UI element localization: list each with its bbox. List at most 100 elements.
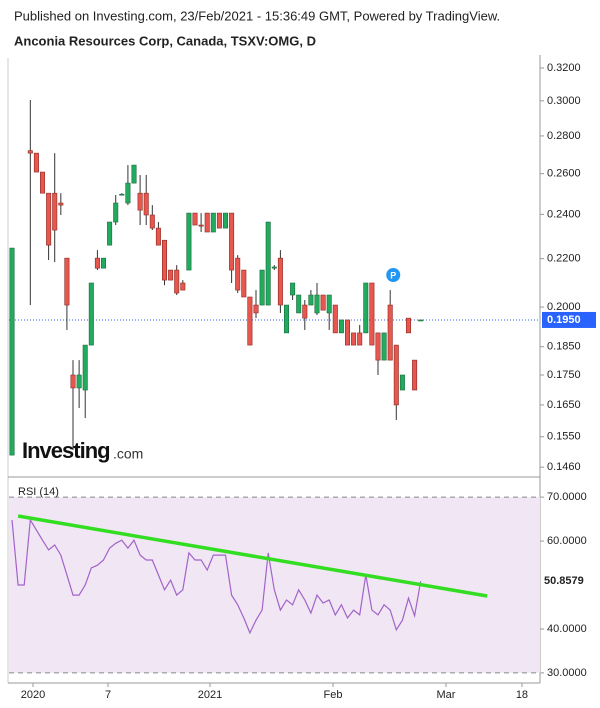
candle-body	[332, 304, 338, 334]
candle-body	[320, 294, 326, 311]
candle-body	[180, 282, 186, 291]
candle-body	[338, 319, 344, 334]
last-rsi-box	[542, 573, 598, 590]
logo-suffix: .com	[113, 446, 143, 462]
candle-body	[241, 269, 247, 298]
candle-body	[405, 317, 411, 334]
candle-body	[168, 269, 174, 281]
candle-body	[101, 257, 107, 269]
candle-body	[149, 214, 155, 229]
candle-body	[94, 257, 100, 269]
rsi-band	[9, 497, 540, 673]
candle-body	[375, 332, 381, 361]
candle-body	[198, 224, 204, 227]
candle-body	[27, 150, 33, 154]
event-marker-label: P	[390, 270, 396, 280]
candle-body	[271, 266, 277, 269]
candle-body	[52, 192, 58, 231]
candle-body	[302, 304, 308, 319]
y-tick-label: 0.1850	[547, 341, 581, 353]
candle-body	[351, 332, 357, 346]
candle-body	[113, 202, 119, 223]
candle-body	[418, 319, 424, 322]
candle-body	[363, 282, 369, 334]
candle-body	[296, 294, 302, 314]
candle-body	[259, 269, 265, 306]
y-tick-label: 0.2400	[547, 208, 581, 220]
y-tick-label: 0.3000	[547, 95, 581, 107]
candle-body	[393, 344, 399, 406]
candle-body	[186, 212, 192, 271]
candle-body	[174, 269, 180, 294]
last-price-box	[542, 311, 596, 328]
candle-body	[277, 257, 283, 306]
candle-body	[192, 212, 198, 226]
candle-body	[265, 221, 271, 306]
y-tick-label: 0.1750	[547, 369, 581, 381]
x-tick-label: 18	[516, 689, 528, 701]
y-tick-label: 0.2000	[547, 301, 581, 313]
candle-body	[253, 304, 259, 314]
candle-body	[70, 374, 76, 389]
last-price-label: 0.1950	[547, 314, 581, 326]
candle-body	[229, 212, 235, 271]
candle-body	[216, 212, 222, 229]
candle-body	[235, 257, 241, 291]
candle-body	[357, 332, 363, 346]
candle-body	[40, 171, 46, 194]
candle-body	[283, 304, 289, 334]
candle-body	[381, 332, 387, 361]
candle-body	[33, 152, 39, 173]
candle-body	[344, 319, 350, 346]
candle-body	[162, 239, 168, 281]
candle-body	[204, 212, 210, 233]
y-tick-label: 0.2800	[547, 130, 581, 142]
y-tick-label: 0.2200	[547, 253, 581, 265]
x-tick-label: 2021	[198, 689, 222, 701]
candle-body	[155, 227, 161, 246]
candle-body	[107, 221, 113, 246]
panel-title: RSI (14)	[18, 486, 59, 498]
y-tick-label: 60.0000	[547, 535, 587, 547]
y-tick-label: 40.0000	[547, 623, 587, 635]
candle-body	[88, 282, 94, 346]
candle-body	[369, 282, 375, 346]
x-tick-label: Feb	[323, 689, 342, 701]
candle-body	[137, 192, 143, 211]
event-marker	[386, 268, 401, 282]
candle-body	[308, 294, 314, 306]
candle-body	[131, 164, 137, 184]
x-tick-label: 7	[105, 689, 111, 701]
candle-body	[119, 193, 125, 196]
candle-body	[399, 374, 405, 391]
y-tick-label: 30.0000	[547, 667, 587, 679]
candle-body	[210, 212, 216, 233]
candle-body	[143, 192, 149, 216]
trend-line	[17, 514, 488, 598]
candle-body	[46, 192, 52, 246]
y-tick-label: 70.0000	[547, 491, 587, 503]
candle-body	[387, 304, 393, 361]
y-tick-label: 0.1650	[547, 399, 581, 411]
candle-body	[64, 257, 70, 306]
y-tick-label: 0.1550	[547, 431, 581, 443]
y-tick-label: 0.2600	[547, 168, 581, 180]
x-tick-label: Mar	[437, 689, 456, 701]
candle-body	[223, 212, 229, 229]
chart-title: Anconia Resources Corp, Canada, TSXV:OMG…	[14, 33, 316, 48]
published-note: Published on Investing.com, 23/Feb/2021 …	[14, 8, 500, 23]
x-tick-label: 2020	[21, 689, 45, 701]
candle-body	[412, 359, 418, 391]
y-tick-label: 0.3200	[547, 62, 581, 74]
candle-body	[314, 294, 320, 314]
rsi-line	[11, 518, 422, 635]
candle-body	[58, 202, 64, 206]
logo: Investing	[22, 438, 110, 463]
candle-body	[9, 247, 15, 456]
last-rsi-label: 50.8579	[544, 575, 584, 587]
candle-body	[76, 374, 82, 389]
candle-body	[247, 296, 253, 346]
candle-body	[326, 294, 332, 314]
candle-body	[125, 182, 131, 204]
